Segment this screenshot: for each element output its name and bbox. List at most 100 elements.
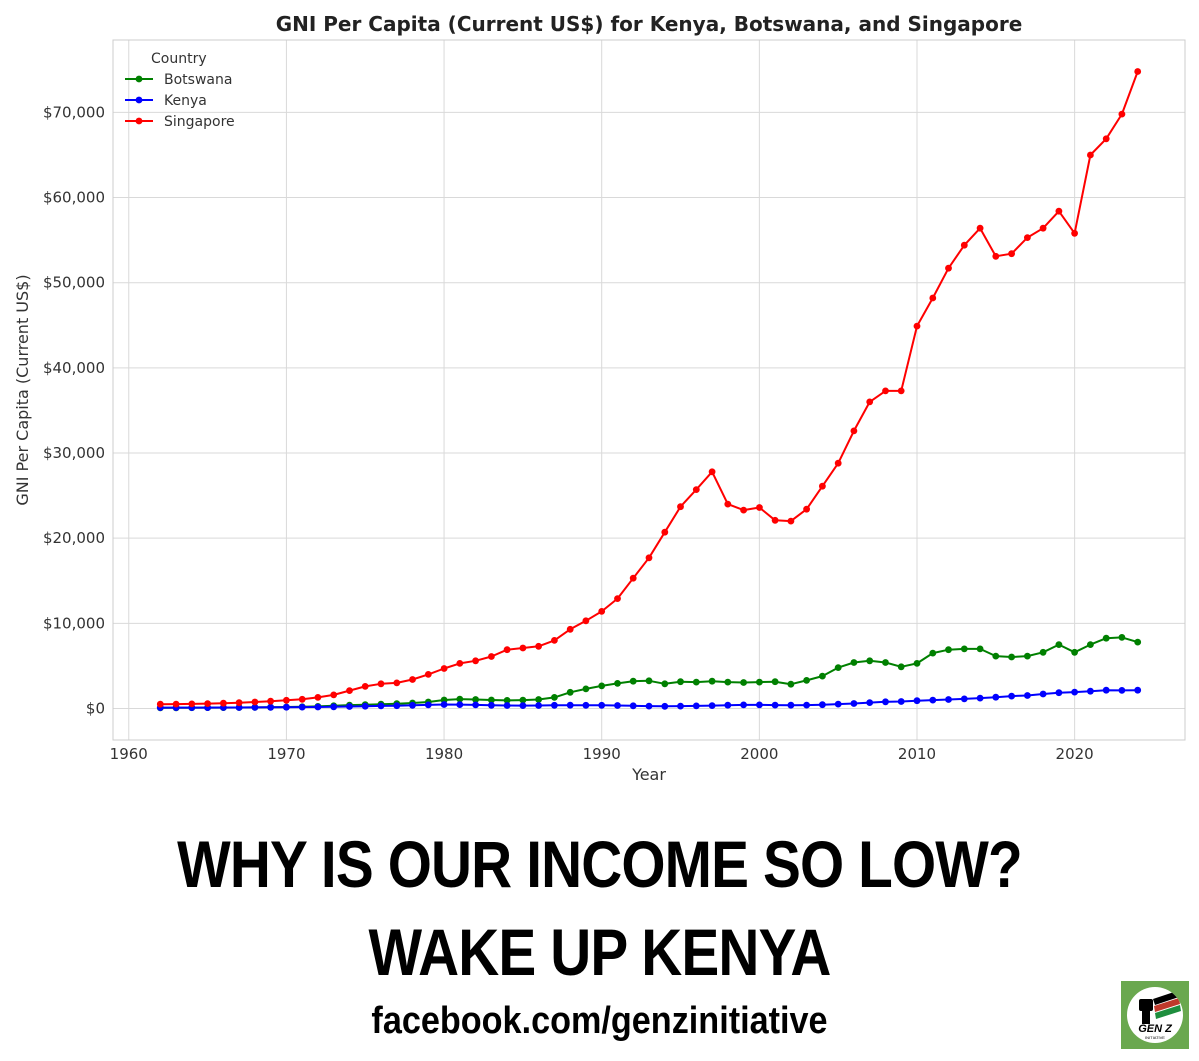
data-point: [661, 680, 669, 688]
data-point: [582, 685, 590, 693]
legend-entries: Botswana Kenya Singapore: [125, 72, 235, 130]
legend-entry-singapore: Singapore: [125, 114, 235, 130]
data-point: [551, 694, 558, 701]
data-point: [945, 264, 952, 272]
y-axis-label: GNI Per Capita (Current US$): [13, 274, 32, 505]
data-point: [992, 693, 1000, 701]
data-point: [424, 701, 432, 709]
data-point: [850, 700, 858, 707]
facebook-link[interactable]: facebook.com/genzinitiative: [371, 1000, 828, 1042]
y-tick-label: $40,000: [43, 359, 105, 377]
chart: 1960 1970 1980 1990 2000 2010 2020 $0 $10,000 $20…: [13, 12, 1186, 784]
data-point: [598, 608, 606, 615]
data-point: [314, 703, 322, 711]
headline-question: WHY IS OUR INCOME SO LOW?: [177, 827, 1022, 901]
data-point: [866, 398, 874, 406]
data-point: [551, 637, 558, 644]
data-point: [692, 678, 700, 686]
data-point: [960, 241, 968, 249]
data-point: [1087, 687, 1094, 695]
data-point: [235, 699, 243, 707]
plot-frame: [112, 39, 1186, 741]
data-point: [1039, 224, 1047, 232]
data-point: [614, 702, 621, 709]
data-point: [929, 696, 937, 704]
data-point: [819, 482, 826, 490]
data-point: [945, 646, 952, 654]
data-point: [283, 696, 290, 704]
data-point: [598, 701, 606, 709]
data-point: [756, 504, 763, 511]
data-point: [377, 680, 385, 688]
data-point: [188, 700, 196, 708]
data-point: [204, 700, 212, 707]
y-tick-label: $30,000: [43, 444, 105, 462]
data-point: [913, 322, 921, 330]
data-point: [756, 678, 763, 686]
data-point: [472, 701, 479, 709]
data-point: [235, 704, 243, 711]
data-point: [566, 701, 574, 709]
data-point: [677, 702, 684, 710]
x-tick-label: 1990: [583, 745, 621, 763]
data-point: [960, 645, 968, 653]
data-point: [787, 701, 795, 709]
x-tick-label: 2010: [898, 745, 936, 763]
data-point: [598, 682, 606, 690]
data-point: [976, 224, 984, 232]
data-point: [803, 677, 810, 684]
data-point: [1055, 207, 1063, 215]
data-point: [1024, 652, 1031, 660]
y-tick-label: $10,000: [43, 614, 105, 632]
data-point: [992, 252, 1000, 260]
data-point: [503, 646, 511, 654]
data-point: [708, 468, 716, 476]
data-point: [1118, 687, 1126, 694]
data-point: [267, 697, 274, 705]
data-point: [535, 702, 542, 709]
data-point: [330, 691, 338, 699]
data-point: [220, 699, 227, 707]
data-point: [1102, 634, 1110, 642]
data-point: [1134, 638, 1142, 646]
data-point: [771, 678, 779, 686]
data-point: [1118, 110, 1126, 118]
data-point: [692, 702, 700, 710]
data-point: [551, 701, 558, 709]
data-point: [472, 696, 479, 703]
data-point: [456, 660, 464, 667]
data-point: [882, 387, 889, 395]
data-point: [740, 701, 747, 709]
legend-label: Singapore: [164, 114, 235, 130]
data-point: [834, 700, 842, 708]
data-point: [882, 659, 889, 666]
data-point: [361, 702, 369, 710]
data-point: [440, 701, 448, 708]
data-point: [929, 649, 937, 657]
data-point: [298, 695, 306, 703]
data-point: [535, 696, 542, 703]
data-point: [677, 503, 684, 511]
data-point: [708, 677, 716, 685]
data-point: [677, 678, 684, 686]
data-point: [1087, 641, 1094, 648]
data-point: [724, 500, 732, 508]
data-point: [960, 695, 968, 703]
tick-labels: 1960 1970 1980 1990 2000 2010 2020 $0 $10,000 $20…: [43, 103, 1094, 763]
data-point: [377, 702, 385, 710]
y-tick-label: $50,000: [43, 274, 105, 292]
data-point: [1024, 234, 1031, 242]
data-point: [519, 702, 527, 709]
data-point: [298, 703, 306, 711]
data-point: [708, 702, 716, 709]
data-point: [472, 657, 479, 665]
data-point: [582, 617, 590, 625]
data-point: [409, 701, 416, 709]
data-point: [172, 700, 180, 708]
data-point: [1102, 686, 1110, 694]
data-point: [409, 676, 416, 683]
data-point: [1039, 690, 1047, 698]
data-point: [535, 642, 542, 650]
data-point: [771, 701, 779, 709]
data-point: [1071, 229, 1078, 237]
